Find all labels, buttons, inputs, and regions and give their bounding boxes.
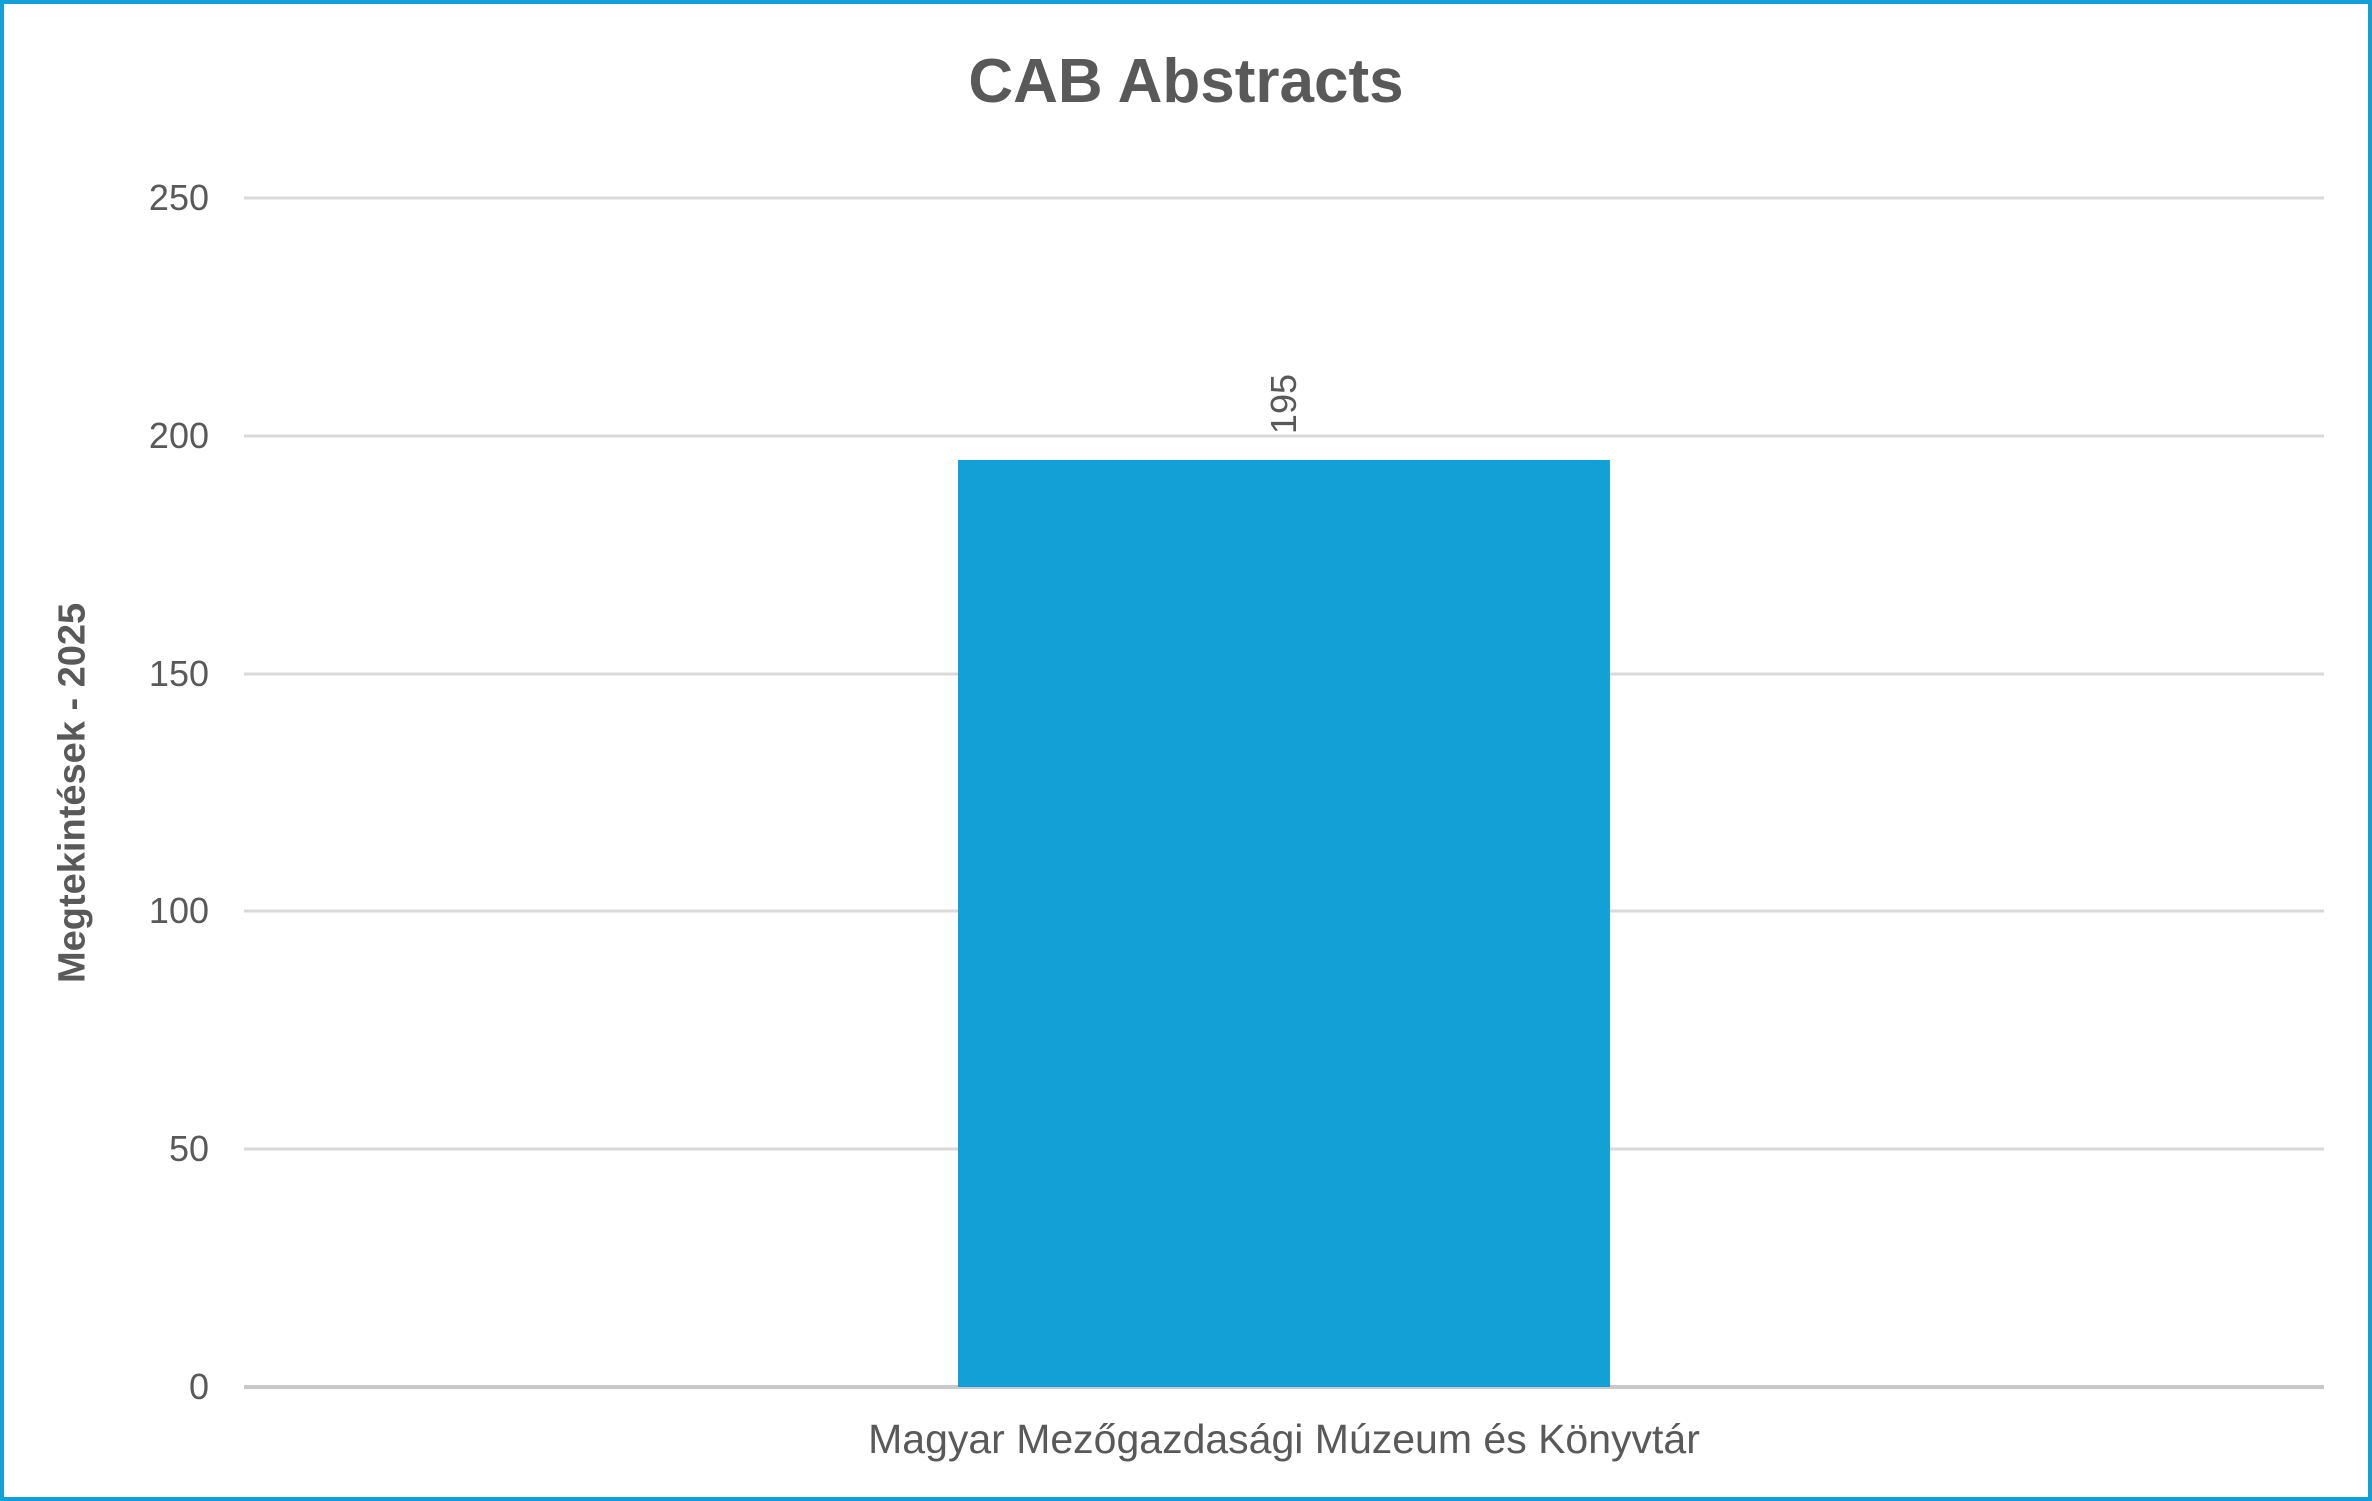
gridline [244, 196, 2324, 200]
y-tick-label-250: 250 [148, 177, 209, 218]
x-axis-category-label: Magyar Mezőgazdasági Múzeum és Könyvtár [868, 1416, 1700, 1462]
bar-cab-abstracts [957, 459, 1611, 1387]
y-tick-label-200: 200 [148, 414, 209, 456]
x-axis-line [244, 1385, 2324, 1389]
chart-title: CAB Abstracts [968, 47, 1404, 116]
plot-area: 195 [244, 196, 2324, 1389]
y-axis-tick-labels: 0 50 100 150 200 250 [4, 177, 209, 1407]
gridline [244, 434, 2324, 438]
y-tick-label-50: 50 [168, 1128, 209, 1170]
bar-data-label: 195 [1263, 373, 1304, 434]
y-tick-label-150: 150 [148, 652, 209, 694]
y-tick-label-0: 0 [188, 1366, 209, 1407]
y-tick-label-100: 100 [148, 890, 209, 932]
